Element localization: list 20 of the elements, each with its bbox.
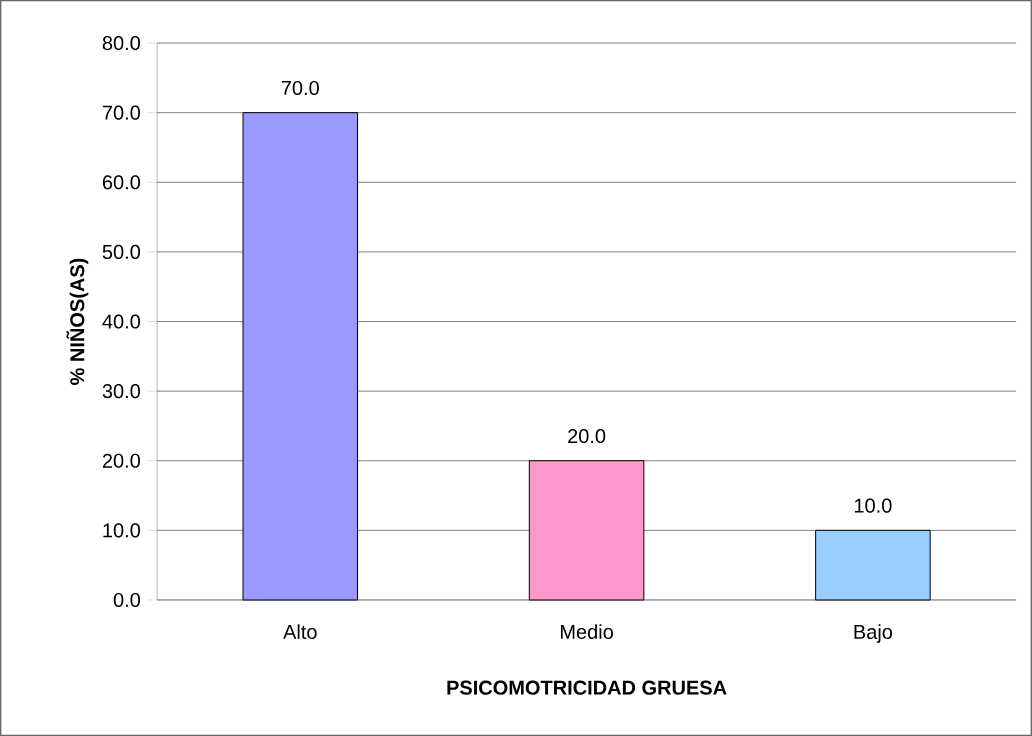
y-tick-label: 60.0 [102,175,141,190]
data-label: 20.0 [568,428,606,444]
y-tick-label: 80.0 [102,35,141,51]
y-tick-label: 50.0 [102,244,141,259]
y-tick-label: 20.0 [102,453,141,468]
y-tick-label: 40.0 [102,314,141,329]
x-tick-label: Medio [560,624,613,639]
data-label: 10.0 [854,498,892,513]
y-tick-label: 70.0 [102,105,141,120]
bar [242,112,359,601]
x-tick-label: Alto [283,624,317,639]
data-label: 70.0 [281,80,319,95]
bar [815,529,931,601]
x-axis-title: PSICOMOTRICIDAD GRUESA [447,680,727,695]
y-tick-label: 0.0 [113,592,141,607]
bar [528,460,645,601]
y-axis-title: % NIÑOS(AS) [66,258,89,385]
x-tick-label: Bajo [854,624,893,643]
y-tick-label: 30.0 [102,384,141,399]
y-tick-label: 10.0 [103,523,141,538]
